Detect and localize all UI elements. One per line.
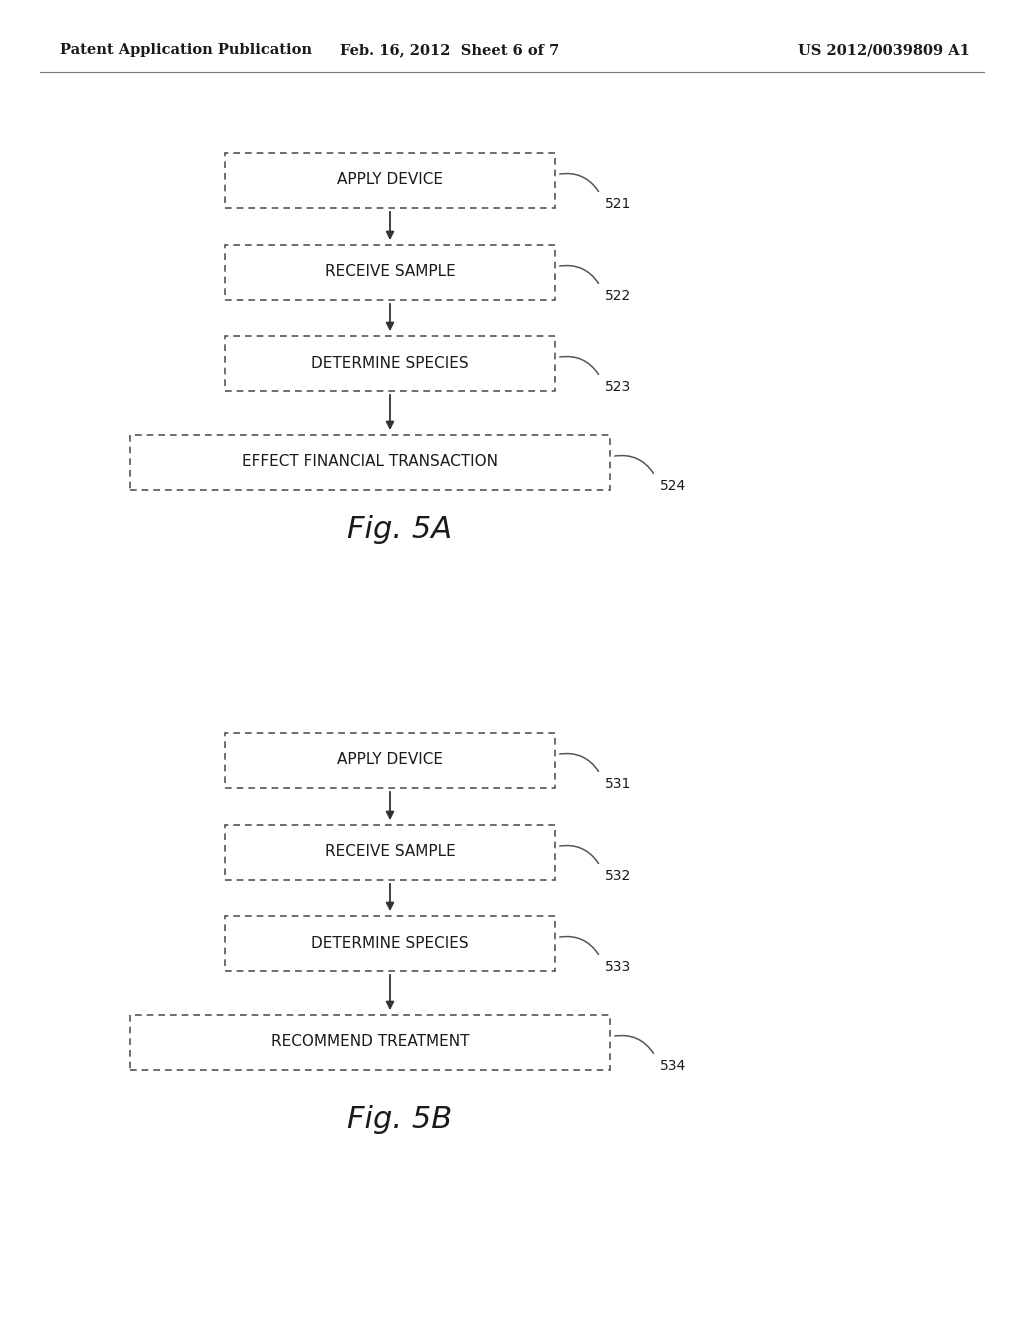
Text: APPLY DEVICE: APPLY DEVICE [337, 752, 443, 767]
Text: 532: 532 [605, 869, 631, 883]
Text: 533: 533 [605, 960, 631, 974]
Text: US 2012/0039809 A1: US 2012/0039809 A1 [798, 44, 970, 57]
Text: APPLY DEVICE: APPLY DEVICE [337, 173, 443, 187]
Text: 524: 524 [660, 479, 686, 492]
Text: DETERMINE SPECIES: DETERMINE SPECIES [311, 936, 469, 950]
Bar [225, 733, 555, 788]
Bar [225, 335, 555, 391]
Text: Fig. 5B: Fig. 5B [347, 1106, 453, 1134]
Text: Feb. 16, 2012  Sheet 6 of 7: Feb. 16, 2012 Sheet 6 of 7 [340, 44, 560, 57]
Text: 521: 521 [605, 197, 632, 211]
Bar [225, 916, 555, 970]
Bar [130, 1015, 610, 1069]
Text: EFFECT FINANCIAL TRANSACTION: EFFECT FINANCIAL TRANSACTION [242, 454, 498, 470]
Text: Patent Application Publication: Patent Application Publication [60, 44, 312, 57]
Text: DETERMINE SPECIES: DETERMINE SPECIES [311, 355, 469, 371]
Text: Fig. 5A: Fig. 5A [347, 516, 453, 544]
Bar [130, 434, 610, 490]
Text: RECEIVE SAMPLE: RECEIVE SAMPLE [325, 845, 456, 859]
Bar [225, 825, 555, 879]
Text: 531: 531 [605, 776, 632, 791]
Text: RECOMMEND TREATMENT: RECOMMEND TREATMENT [270, 1035, 469, 1049]
Text: 523: 523 [605, 380, 631, 393]
Bar [225, 153, 555, 207]
Bar [225, 244, 555, 300]
Text: 522: 522 [605, 289, 631, 302]
Text: RECEIVE SAMPLE: RECEIVE SAMPLE [325, 264, 456, 280]
Text: 534: 534 [660, 1059, 686, 1073]
